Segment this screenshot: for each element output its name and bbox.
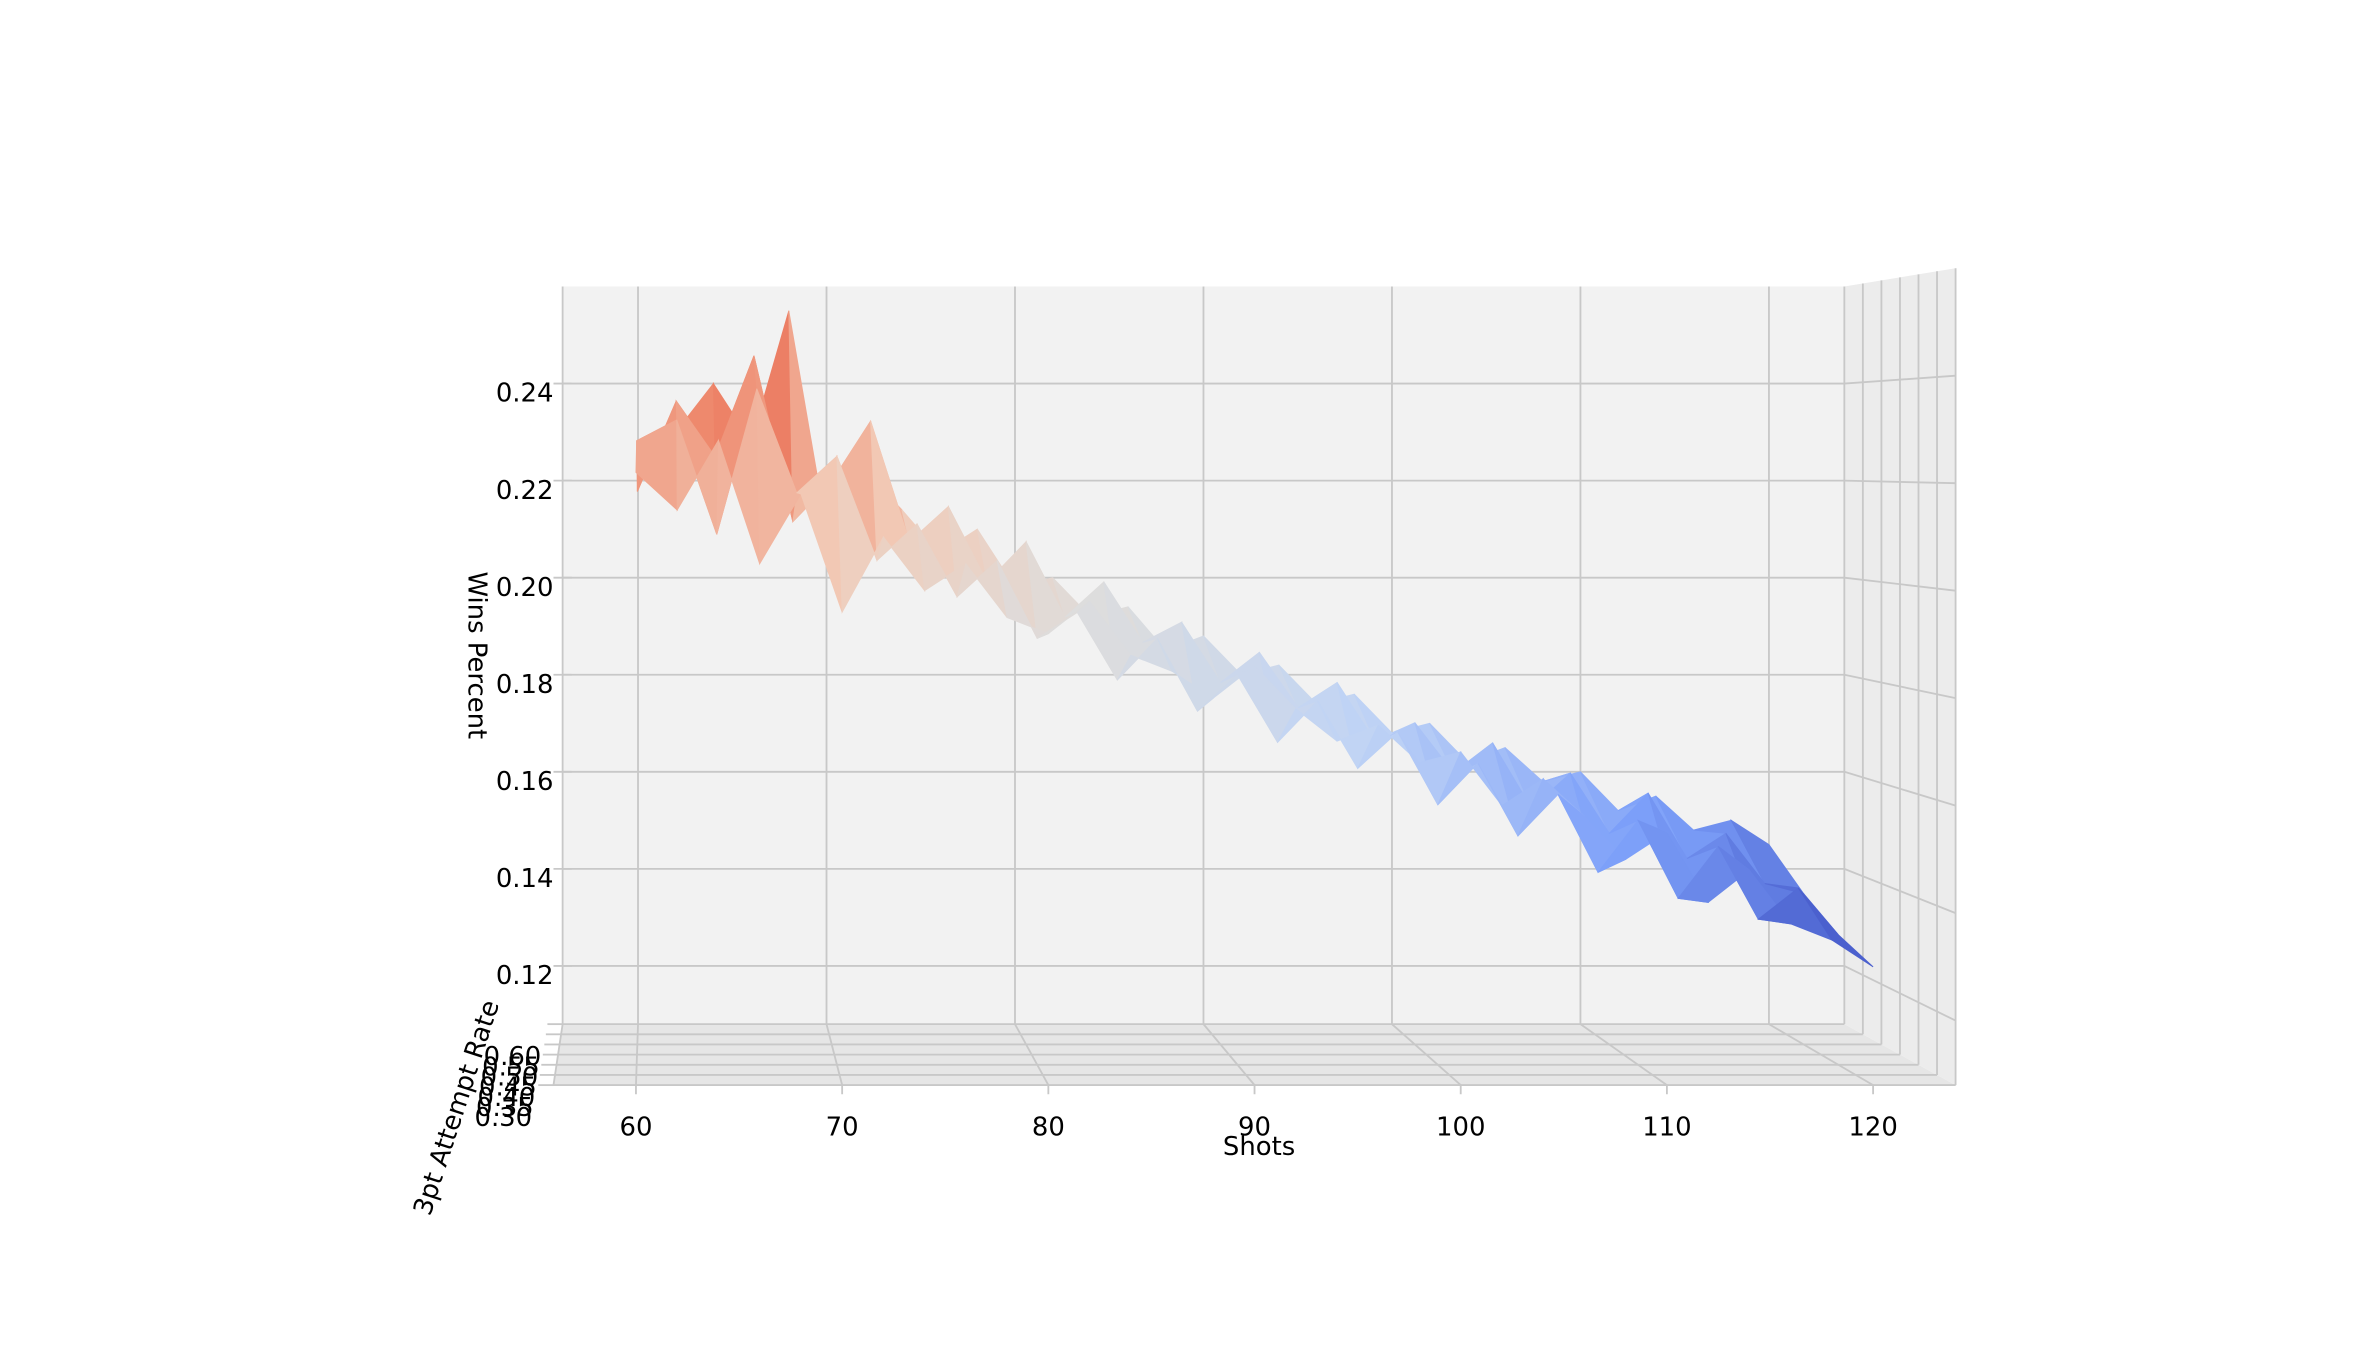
y-tick-label: 0.55 bbox=[482, 1052, 540, 1082]
z-tick-label: 0.14 bbox=[496, 864, 554, 894]
z-tick-label: 0.12 bbox=[496, 961, 554, 991]
y-tick-label: 0.35 bbox=[476, 1093, 534, 1123]
x-tick-label: 80 bbox=[1032, 1112, 1065, 1142]
z-tick-label: 0.16 bbox=[496, 767, 554, 797]
z-axis-label: Wins Percent bbox=[461, 571, 491, 739]
x-axis-label: Shots bbox=[1223, 1132, 1295, 1162]
y-tick-label: 0.40 bbox=[478, 1083, 536, 1113]
surface-cell bbox=[1797, 887, 1874, 968]
axes: 60 70 80 90 100 110 120 0.12 0.14 0.16 0.18 0.20 0.2… bbox=[474, 268, 1957, 1142]
z-tick-label: 0.20 bbox=[496, 573, 554, 603]
x-tick-label: 110 bbox=[1642, 1112, 1691, 1142]
z-tick-label: 0.24 bbox=[496, 379, 554, 409]
y-axis-line bbox=[552, 1024, 564, 1086]
z-tick-label: 0.18 bbox=[496, 670, 554, 700]
y-tick-label: 0.50 bbox=[481, 1062, 539, 1092]
x-tick-label: 100 bbox=[1436, 1112, 1485, 1142]
x-tick-label: 120 bbox=[1848, 1112, 1897, 1142]
x-tick-label: 70 bbox=[826, 1112, 859, 1142]
z-tick-label: 0.22 bbox=[496, 476, 554, 506]
y-tick-label: 0.30 bbox=[474, 1103, 532, 1133]
surface bbox=[635, 310, 1874, 968]
y-tick-label: 0.60 bbox=[484, 1042, 542, 1072]
x-tick-label: 90 bbox=[1238, 1112, 1271, 1142]
y-tick-label: 0.45 bbox=[479, 1073, 537, 1103]
x-tick-label: 60 bbox=[619, 1112, 652, 1142]
